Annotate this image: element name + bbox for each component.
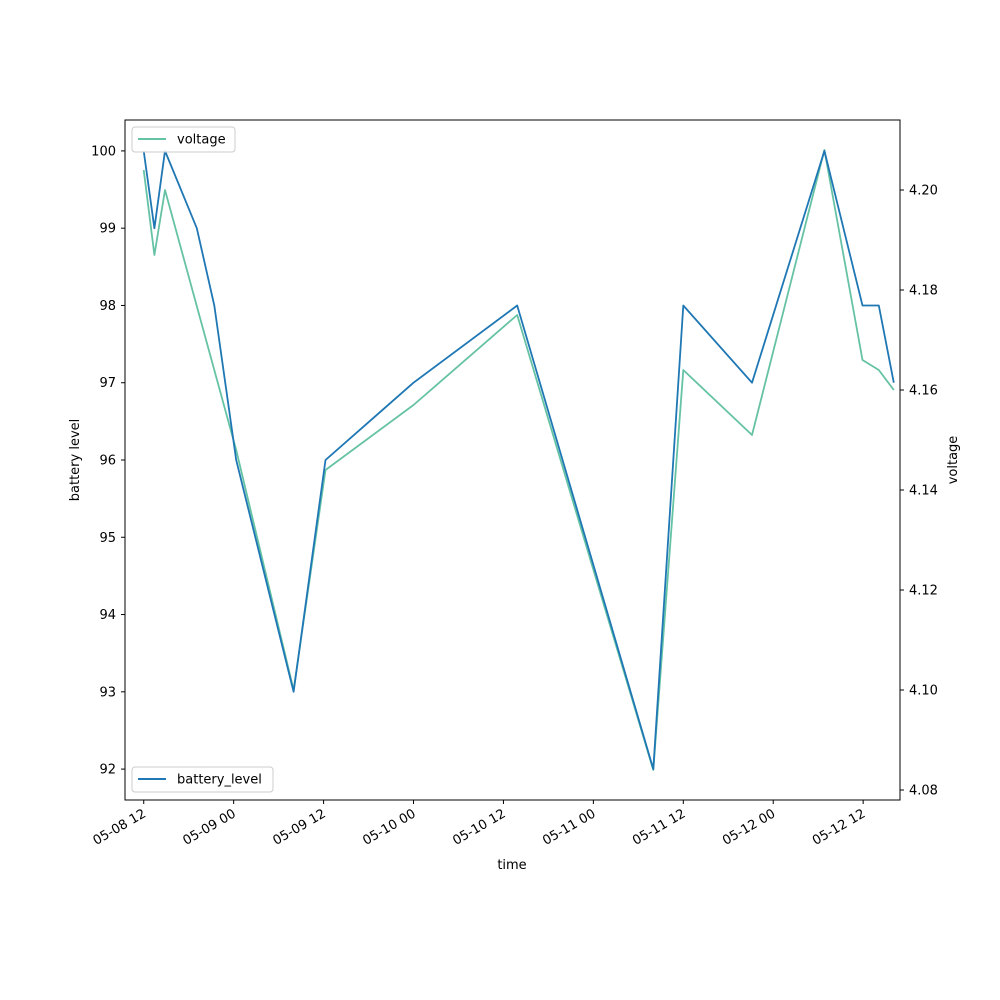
left-y-axis-label: battery level bbox=[68, 419, 83, 502]
x-tick-label: 05-11 12 bbox=[630, 806, 688, 848]
left-y-axis-ticks: 92 93 94 95 96 97 98 99 100 bbox=[91, 144, 125, 778]
right-y-tick-label: 4.10 bbox=[909, 684, 938, 699]
right-y-axis-ticks: 4.08 4.10 4.12 4.14 4.16 4.18 4.20 bbox=[900, 184, 938, 799]
x-tick-label: 05-08 12 bbox=[91, 806, 149, 848]
x-tick-label: 05-10 12 bbox=[450, 806, 508, 848]
x-tick-label: 05-09 00 bbox=[181, 806, 239, 848]
x-tick-label: 05-11 00 bbox=[540, 806, 598, 848]
x-tick-label: 05-12 12 bbox=[810, 806, 868, 848]
left-y-tick-label: 96 bbox=[99, 454, 116, 469]
right-y-tick-label: 4.12 bbox=[909, 584, 938, 599]
x-axis-label: time bbox=[497, 858, 526, 873]
left-y-tick-label: 97 bbox=[99, 376, 116, 391]
left-y-tick-label: 92 bbox=[99, 763, 116, 778]
left-y-tick-label: 99 bbox=[99, 222, 116, 237]
left-y-tick-label: 95 bbox=[99, 531, 116, 546]
legend-battery-level: battery_level bbox=[131, 766, 274, 793]
legend-voltage-label: voltage bbox=[177, 133, 226, 148]
x-axis-ticks: 05-08 12 05-09 00 05-09 12 05-10 00 05-10 12… bbox=[91, 800, 868, 849]
right-y-tick-label: 4.16 bbox=[909, 384, 938, 399]
x-tick-label: 05-09 12 bbox=[270, 806, 328, 848]
legend-battery-level-label: battery_level bbox=[177, 773, 262, 788]
x-tick-label: 05-10 00 bbox=[360, 806, 418, 848]
right-y-tick-label: 4.08 bbox=[909, 784, 938, 799]
left-y-tick-label: 94 bbox=[99, 608, 116, 623]
right-y-tick-label: 4.20 bbox=[909, 184, 938, 199]
series-line-battery-level bbox=[142, 149, 895, 770]
left-y-tick-label: 100 bbox=[91, 144, 116, 159]
left-y-tick-label: 98 bbox=[99, 299, 116, 314]
legend-voltage-box bbox=[131, 126, 236, 153]
series-lines bbox=[142, 149, 895, 771]
plot-frame bbox=[124, 119, 901, 801]
right-y-axis-label: voltage bbox=[946, 436, 961, 485]
legend-battery-level-box bbox=[131, 766, 274, 793]
right-y-tick-label: 4.18 bbox=[909, 284, 938, 299]
right-y-tick-label: 4.14 bbox=[909, 484, 938, 499]
x-tick-label: 05-12 00 bbox=[720, 806, 778, 848]
series-line-voltage bbox=[142, 149, 895, 771]
left-y-tick-label: 93 bbox=[99, 685, 116, 700]
legend-voltage: voltage bbox=[131, 126, 236, 153]
